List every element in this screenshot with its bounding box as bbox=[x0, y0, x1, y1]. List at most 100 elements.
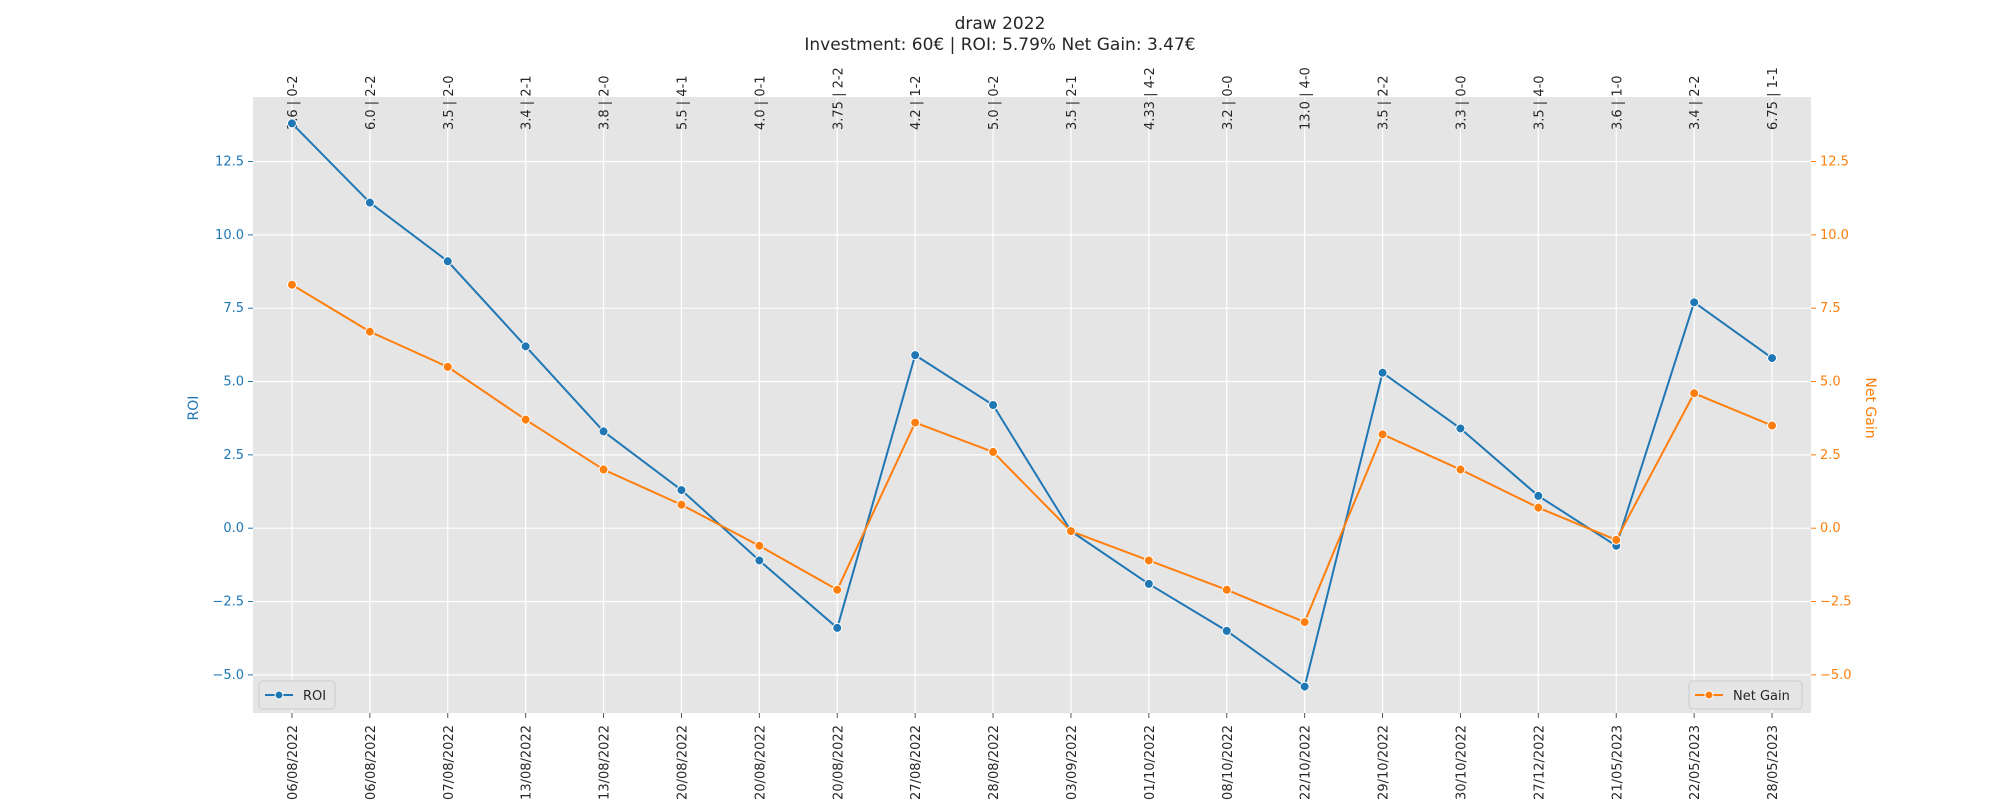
x-tick-label-12: 08/10/2022 bbox=[1221, 725, 1236, 800]
x-tick-label-8: 27/08/2022 bbox=[909, 725, 924, 800]
x-tick-label-1: 06/08/2022 bbox=[364, 725, 379, 800]
top-label-12: 3.2 | 0-0 bbox=[1221, 75, 1236, 130]
point-roi-13 bbox=[1299, 681, 1310, 692]
top-label-9: 5.0 | 0-2 bbox=[987, 75, 1002, 130]
plot-area bbox=[253, 97, 1811, 713]
top-label-19: 6.75 | 1-1 bbox=[1766, 67, 1781, 130]
top-label-3: 3.4 | 2-1 bbox=[520, 75, 535, 130]
legend-roi: ROI bbox=[258, 680, 336, 710]
top-label-7: 3.75 | 2-2 bbox=[831, 67, 846, 130]
left-tick-label-5: 7.5 bbox=[223, 301, 244, 316]
point-net-gain-17 bbox=[1611, 534, 1622, 545]
top-label-13: 13.0 | 4-0 bbox=[1299, 67, 1314, 130]
top-annotations: 3.6 | 0-2 6.0 | 2-2 3.5 | 2-0 3.4 | 2-1 3.8 … bbox=[286, 67, 1781, 130]
top-label-16: 3.5 | 4-0 bbox=[1532, 75, 1547, 130]
point-net-gain-7 bbox=[832, 584, 843, 595]
x-tick-label-10: 03/09/2022 bbox=[1065, 725, 1080, 800]
right-axis-ticks: −5.0 −2.5 0.0 2.5 5.0 7.5 10.0 12.5 bbox=[1811, 155, 1852, 683]
point-roi-2 bbox=[442, 256, 453, 267]
point-roi-9 bbox=[988, 400, 999, 410]
point-roi-1 bbox=[364, 197, 375, 208]
point-roi-19 bbox=[1767, 353, 1778, 364]
x-tick-label-4: 13/08/2022 bbox=[598, 725, 613, 800]
x-tick-label-0: 06/08/2022 bbox=[286, 725, 301, 800]
legend-roi-label: ROI bbox=[303, 689, 326, 704]
right-tick-label-6: 10.0 bbox=[1820, 228, 1849, 243]
top-label-8: 4.2 | 1-2 bbox=[909, 75, 924, 130]
point-roi-18 bbox=[1689, 297, 1700, 308]
point-net-gain-9 bbox=[988, 446, 999, 457]
left-tick-label-4: 5.0 bbox=[223, 375, 244, 390]
x-tick-label-13: 22/10/2022 bbox=[1299, 725, 1314, 800]
point-net-gain-10 bbox=[1065, 526, 1076, 537]
point-roi-14 bbox=[1377, 367, 1388, 378]
legend-net-gain-marker bbox=[1704, 690, 1714, 700]
top-label-0: 3.6 | 0-2 bbox=[286, 75, 301, 130]
chart-title: draw 2022 bbox=[955, 14, 1046, 34]
point-net-gain-14 bbox=[1377, 429, 1388, 440]
x-tick-label-14: 29/10/2022 bbox=[1377, 725, 1392, 800]
point-net-gain-15 bbox=[1455, 464, 1466, 475]
top-label-6: 4.0 | 0-1 bbox=[753, 75, 768, 130]
chart-subtitle: Investment: 60€ | ROI: 5.79% Net Gain: 3… bbox=[804, 35, 1195, 55]
point-roi-16 bbox=[1533, 490, 1544, 501]
top-label-1: 6.0 | 2-2 bbox=[364, 75, 379, 130]
series-line-roi bbox=[291, 122, 1773, 688]
x-tick-label-2: 07/08/2022 bbox=[442, 725, 457, 800]
left-tick-label-1: −2.5 bbox=[212, 595, 244, 610]
x-tick-label-16: 27/12/2022 bbox=[1532, 725, 1547, 800]
point-net-gain-2 bbox=[442, 361, 453, 372]
point-net-gain-5 bbox=[676, 499, 687, 510]
legend-net-gain: Net Gain bbox=[1688, 680, 1803, 710]
series-layer bbox=[286, 118, 1778, 692]
right-tick-label-5: 7.5 bbox=[1820, 301, 1841, 316]
point-roi-8 bbox=[910, 350, 921, 361]
right-axis-label: Net Gain bbox=[1862, 377, 1878, 438]
top-label-15: 3.3 | 0-0 bbox=[1454, 75, 1469, 130]
x-tick-label-19: 28/05/2023 bbox=[1766, 725, 1781, 800]
left-axis-ticks: −5.0 −2.5 0.0 2.5 5.0 7.5 10.0 12.5 bbox=[212, 155, 253, 683]
top-label-4: 3.8 | 2-0 bbox=[598, 75, 613, 130]
x-tick-label-17: 21/05/2023 bbox=[1610, 725, 1625, 800]
right-tick-label-1: −2.5 bbox=[1820, 595, 1852, 610]
point-net-gain-6 bbox=[754, 540, 765, 551]
top-label-17: 3.6 | 1-0 bbox=[1610, 75, 1625, 130]
legend-net-gain-label: Net Gain bbox=[1733, 689, 1790, 704]
point-roi-11 bbox=[1143, 578, 1154, 589]
point-roi-7 bbox=[832, 622, 843, 633]
point-net-gain-8 bbox=[910, 417, 921, 428]
point-net-gain-16 bbox=[1533, 502, 1544, 513]
x-tick-label-18: 22/05/2023 bbox=[1688, 725, 1703, 800]
left-tick-label-0: −5.0 bbox=[212, 668, 244, 683]
left-axis-label: ROI bbox=[186, 396, 202, 421]
right-tick-label-2: 0.0 bbox=[1820, 521, 1841, 536]
right-tick-label-0: −5.0 bbox=[1820, 668, 1852, 683]
series-line-net-gain bbox=[291, 283, 1773, 624]
x-tick-label-15: 30/10/2022 bbox=[1454, 725, 1469, 800]
point-roi-3 bbox=[520, 341, 531, 352]
legend-roi-marker bbox=[274, 690, 284, 700]
point-net-gain-0 bbox=[286, 279, 297, 290]
point-roi-6 bbox=[754, 555, 765, 566]
top-label-2: 3.5 | 2-0 bbox=[442, 75, 457, 130]
top-label-14: 3.5 | 2-2 bbox=[1377, 75, 1392, 130]
point-net-gain-4 bbox=[598, 464, 609, 475]
top-label-10: 3.5 | 2-1 bbox=[1065, 75, 1080, 130]
top-label-5: 5.5 | 4-1 bbox=[675, 75, 690, 130]
top-label-11: 4.33 | 4-2 bbox=[1143, 67, 1158, 130]
x-tick-label-5: 20/08/2022 bbox=[675, 725, 690, 800]
left-tick-label-2: 0.0 bbox=[223, 521, 244, 536]
x-tick-label-7: 20/08/2022 bbox=[831, 725, 846, 800]
x-tick-label-11: 01/10/2022 bbox=[1143, 725, 1158, 800]
point-roi-15 bbox=[1455, 423, 1466, 434]
x-tick-label-6: 20/08/2022 bbox=[753, 725, 768, 800]
x-tick-label-3: 13/08/2022 bbox=[520, 725, 535, 800]
left-tick-label-3: 2.5 bbox=[223, 448, 244, 463]
point-net-gain-19 bbox=[1767, 420, 1778, 431]
left-tick-label-7: 12.5 bbox=[215, 155, 244, 170]
right-tick-label-7: 12.5 bbox=[1820, 155, 1849, 170]
point-roi-5 bbox=[676, 485, 687, 496]
point-net-gain-3 bbox=[520, 414, 531, 425]
point-net-gain-11 bbox=[1143, 555, 1154, 566]
